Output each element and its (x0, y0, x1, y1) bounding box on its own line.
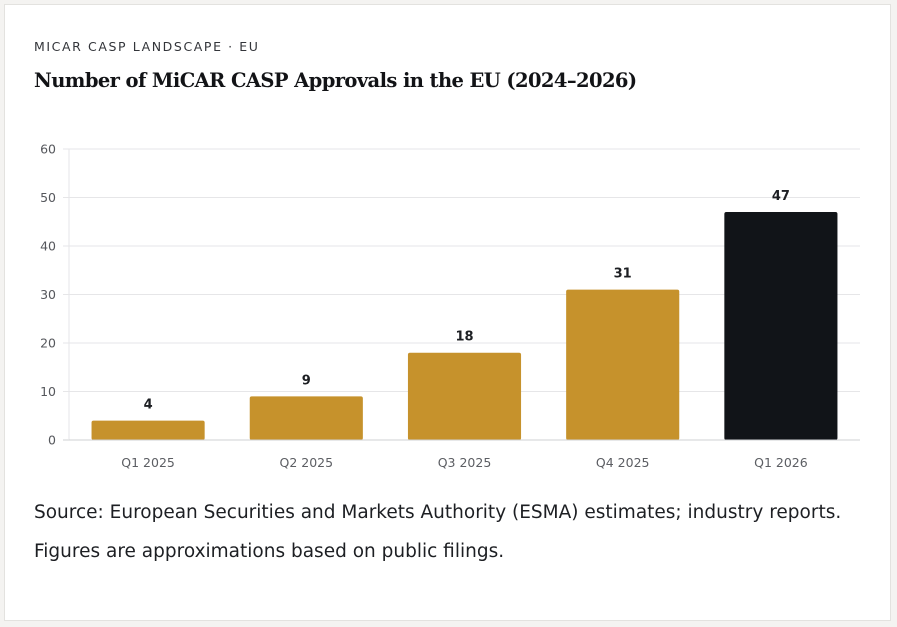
y-tick-label: 0 (48, 433, 56, 448)
bars (91, 212, 838, 440)
x-tick-label: Q3 2025 (438, 455, 492, 470)
data-label: 47 (772, 189, 790, 204)
bar-q1-2026 (724, 212, 838, 440)
x-tick-label: Q4 2025 (596, 455, 650, 470)
data-label: 4 (144, 398, 153, 413)
chart-title: Number of MiCAR CASP Approvals in the EU… (34, 69, 637, 92)
y-tick-label: 40 (40, 239, 56, 254)
bar-q2-2025 (249, 396, 363, 440)
bar-q3-2025 (407, 352, 522, 440)
eyebrow-label: MICAR CASP LANDSCAPE · EU (34, 39, 260, 54)
x-axis-ticks: Q1 2025 Q2 2025 Q3 2025 Q4 2025 Q1 2026 (121, 455, 807, 470)
x-tick-label: Q1 2025 (121, 455, 175, 470)
y-tick-label: 60 (40, 142, 56, 157)
data-label: 9 (302, 373, 311, 388)
data-labels: 4 9 18 31 47 (144, 189, 790, 413)
y-tick-label: 30 (40, 287, 56, 302)
data-label: 31 (614, 267, 632, 282)
source-note: Source: European Securities and Markets … (34, 502, 842, 562)
y-axis-ticks: 0 10 20 30 40 50 60 (40, 142, 56, 448)
data-label: 18 (455, 330, 473, 345)
x-tick-label: Q1 2026 (754, 455, 808, 470)
x-tick-label: Q2 2025 (280, 455, 334, 470)
y-tick-label: 20 (40, 336, 56, 351)
bar-q4-2025 (566, 289, 680, 440)
y-tick-label: 50 (40, 190, 56, 205)
y-tick-label: 10 (40, 384, 56, 399)
bar-q1-2025 (91, 420, 205, 440)
